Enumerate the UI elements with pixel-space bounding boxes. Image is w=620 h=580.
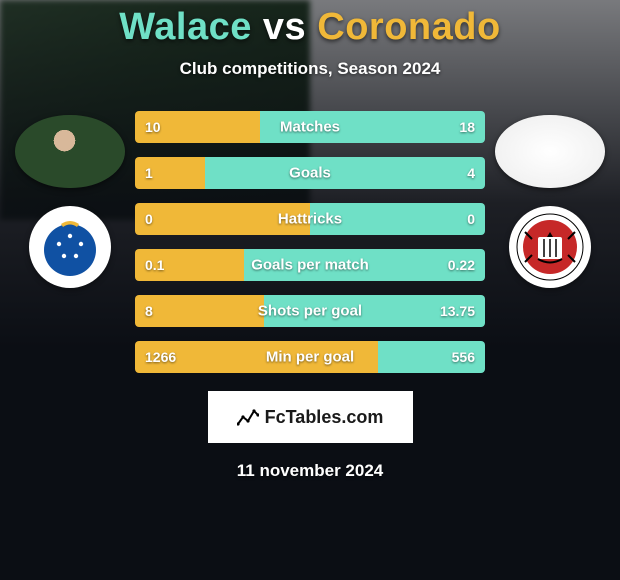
title-player1: Walace [119,6,252,48]
stat-bar: Shots per goal 8 13.75 [135,295,485,327]
right-column [485,111,615,288]
corinthians-icon [515,212,585,282]
bar-value-left: 0.1 [145,257,164,273]
stat-bar: Min per goal 1266 556 [135,341,485,373]
branding-badge: FcTables.com [208,391,413,443]
stat-bar: Goals per match 0.1 0.22 [135,249,485,281]
bar-value-left: 0 [145,211,153,227]
subtitle: Club competitions, Season 2024 [180,59,441,79]
bar-value-right: 13.75 [440,303,475,319]
bar-value-right: 18 [459,119,475,135]
left-column [5,111,135,288]
bar-label: Shots per goal [258,303,362,320]
main-row: Matches 10 18 Goals 1 4 Hattricks 0 0 Goals per m… [0,111,620,373]
club-left-badge [29,206,111,288]
bar-right-segment [205,157,485,189]
stat-bar: Goals 1 4 [135,157,485,189]
bar-value-right: 0.22 [448,257,475,273]
player1-photo [15,115,125,188]
bar-left-segment [135,295,264,327]
player2-photo [495,115,605,188]
content-wrapper: Walace vs Coronado Club competitions, Se… [0,0,620,580]
bar-value-right: 556 [452,349,475,365]
stat-bar: Hattricks 0 0 [135,203,485,235]
bar-label: Matches [280,119,340,136]
bar-value-left: 1266 [145,349,176,365]
bar-label: Hattricks [278,211,342,228]
title-vs: vs [263,6,306,48]
bar-label: Goals [289,165,331,182]
date-text: 11 november 2024 [237,461,383,481]
bar-value-left: 10 [145,119,161,135]
bar-value-left: 8 [145,303,153,319]
stats-bars: Matches 10 18 Goals 1 4 Hattricks 0 0 Goals per m… [135,111,485,373]
bar-value-right: 0 [467,211,475,227]
bar-value-left: 1 [145,165,153,181]
stat-bar: Matches 10 18 [135,111,485,143]
fctables-icon [237,407,259,427]
club-right-badge [509,206,591,288]
bar-value-right: 4 [467,165,475,181]
brand-text: FcTables.com [265,407,384,428]
title-player2: Coronado [317,6,500,48]
bar-label: Goals per match [251,257,369,274]
page-title: Walace vs Coronado [119,6,500,49]
cruzeiro-icon [37,214,103,280]
bar-label: Min per goal [266,349,354,366]
